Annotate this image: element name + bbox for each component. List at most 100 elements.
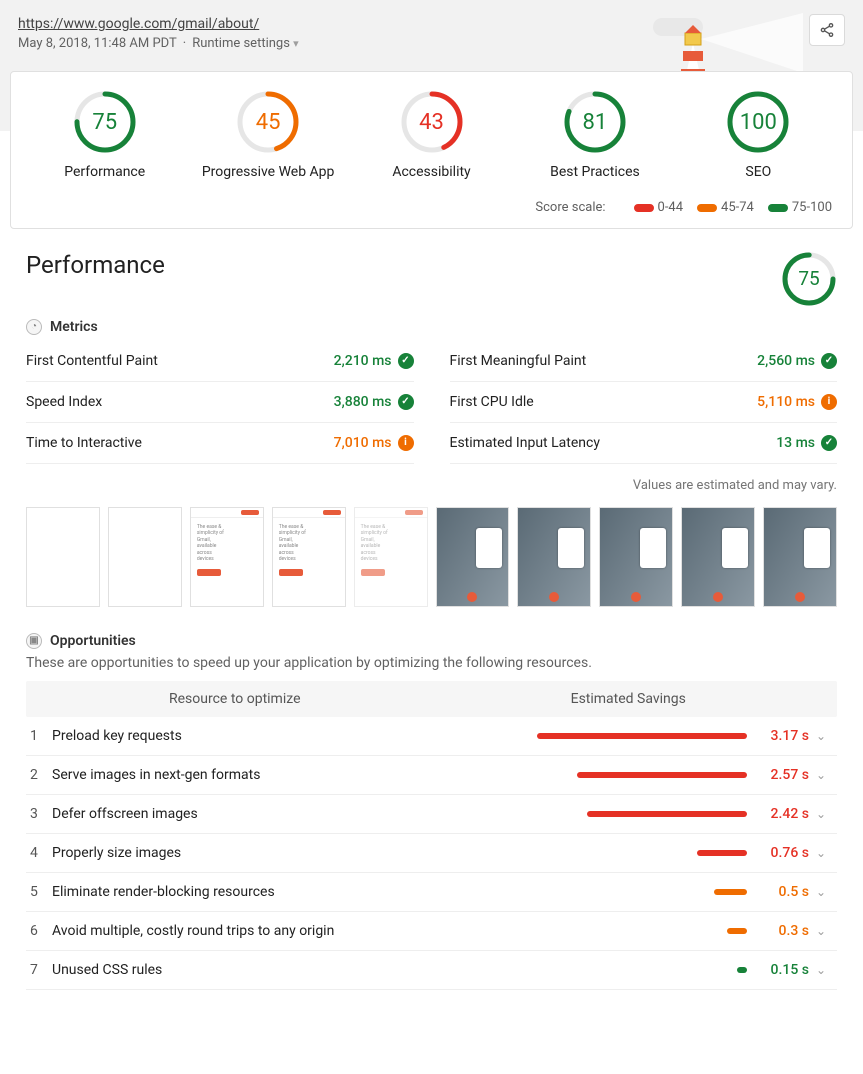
check-icon: ✓ [821, 435, 837, 451]
opportunity-savings: 0.3 s [747, 923, 809, 939]
filmstrip-frame [763, 507, 837, 607]
opportunity-row[interactable]: 6 Avoid multiple, costly round trips to … [26, 912, 837, 951]
scale-pill [768, 204, 788, 212]
category-scores-card: 75 Performance 45 Progressive Web App 43… [10, 71, 853, 229]
col-savings: Estimated Savings [432, 691, 826, 707]
opportunity-bar [517, 850, 747, 856]
score-best-practices[interactable]: 81 Best Practices [513, 90, 676, 180]
opportunity-savings: 0.5 s [747, 884, 809, 900]
score-label: SEO [677, 164, 840, 180]
metric-row[interactable]: Time to Interactive 7,010 ms i [26, 423, 414, 464]
metric-value: 7,010 ms i [334, 435, 414, 451]
score-label: Progressive Web App [186, 164, 349, 180]
share-button[interactable] [809, 14, 845, 46]
filmstrip-frame: The ease &simplicity ofGmail,availableac… [272, 507, 346, 607]
scale-item: 75-100 [768, 200, 832, 215]
opportunity-name: Eliminate render-blocking resources [52, 884, 517, 900]
opportunity-name: Properly size images [52, 845, 517, 861]
check-icon: ✓ [398, 353, 414, 369]
score-gauge: 100 [726, 90, 790, 154]
score-accessibility[interactable]: 43 Accessibility [350, 90, 513, 180]
share-icon [819, 22, 835, 38]
filmstrip-frame [436, 507, 510, 607]
opportunity-name: Defer offscreen images [52, 806, 517, 822]
opportunity-savings: 3.17 s [747, 728, 809, 744]
score-label: Performance [23, 164, 186, 180]
opportunity-name: Preload key requests [52, 728, 517, 744]
opportunity-index: 7 [30, 962, 52, 978]
metric-row[interactable]: First Contentful Paint 2,210 ms ✓ [26, 341, 414, 382]
metric-row[interactable]: Speed Index 3,880 ms ✓ [26, 382, 414, 423]
metrics-heading: ◔ Metrics [26, 319, 837, 335]
metric-row[interactable]: Estimated Input Latency 13 ms ✓ [450, 423, 838, 464]
info-icon: i [398, 435, 414, 451]
filmstrip-frame [599, 507, 673, 607]
chevron-down-icon: ⌄ [809, 963, 833, 977]
opportunity-savings: 2.42 s [747, 806, 809, 822]
score-label: Best Practices [513, 164, 676, 180]
opportunity-bar [517, 928, 747, 934]
runtime-settings-toggle[interactable]: Runtime settings ▾ [192, 36, 299, 51]
score-scale-label: Score scale: [535, 200, 605, 215]
metric-value: 5,110 ms i [757, 394, 837, 410]
opportunity-index: 1 [30, 728, 52, 744]
scale-pill [634, 204, 654, 212]
metric-value: 2,560 ms ✓ [757, 353, 837, 369]
opportunity-row[interactable]: 7 Unused CSS rules 0.15 s ⌄ [26, 951, 837, 990]
metric-name: Speed Index [26, 394, 102, 410]
col-resource: Resource to optimize [38, 691, 432, 707]
opportunity-row[interactable]: 4 Properly size images 0.76 s ⌄ [26, 834, 837, 873]
opportunity-row[interactable]: 5 Eliminate render-blocking resources 0.… [26, 873, 837, 912]
metric-name: Estimated Input Latency [450, 435, 600, 451]
opportunity-index: 6 [30, 923, 52, 939]
metric-value: 13 ms ✓ [776, 435, 837, 451]
opportunity-index: 4 [30, 845, 52, 861]
score-gauge: 75 [73, 90, 137, 154]
opportunity-index: 5 [30, 884, 52, 900]
chevron-down-icon: ⌄ [809, 924, 833, 938]
metric-name: First Meaningful Paint [450, 353, 587, 369]
opportunity-index: 2 [30, 767, 52, 783]
opportunity-row[interactable]: 1 Preload key requests 3.17 s ⌄ [26, 717, 837, 756]
opportunities-table-header: Resource to optimize Estimated Savings [26, 681, 837, 717]
filmstrip-frame [517, 507, 591, 607]
opportunity-savings: 0.15 s [747, 962, 809, 978]
chevron-down-icon: ▾ [293, 37, 299, 50]
scale-pill [697, 204, 717, 212]
chevron-down-icon: ⌄ [809, 729, 833, 743]
opportunity-bar [517, 967, 747, 973]
score-seo[interactable]: 100 SEO [677, 90, 840, 180]
opportunity-name: Unused CSS rules [52, 962, 517, 978]
metric-value: 3,880 ms ✓ [334, 394, 414, 410]
opportunities-icon: ▣ [26, 633, 42, 649]
chevron-down-icon: ⌄ [809, 768, 833, 782]
score-gauge: 43 [400, 90, 464, 154]
chevron-down-icon: ⌄ [809, 807, 833, 821]
opportunities-intro: These are opportunities to speed up your… [26, 655, 837, 671]
opportunity-row[interactable]: 3 Defer offscreen images 2.42 s ⌄ [26, 795, 837, 834]
opportunity-bar [517, 772, 747, 778]
score-progressive-web-app[interactable]: 45 Progressive Web App [186, 90, 349, 180]
check-icon: ✓ [821, 353, 837, 369]
metric-name: First CPU Idle [450, 394, 534, 410]
scale-item: 0-44 [634, 200, 684, 215]
opportunity-bar [517, 889, 747, 895]
metric-name: First Contentful Paint [26, 353, 158, 369]
metric-row[interactable]: First Meaningful Paint 2,560 ms ✓ [450, 341, 838, 382]
opportunity-savings: 0.76 s [747, 845, 809, 861]
chevron-down-icon: ⌄ [809, 885, 833, 899]
chevron-down-icon: ⌄ [809, 846, 833, 860]
filmstrip-frame: The ease &simplicity ofGmail,availableac… [354, 507, 428, 607]
estimate-note: Values are estimated and may vary. [26, 478, 837, 493]
scale-item: 45-74 [697, 200, 754, 215]
metric-name: Time to Interactive [26, 435, 142, 451]
score-performance[interactable]: 75 Performance [23, 90, 186, 180]
metric-row[interactable]: First CPU Idle 5,110 ms i [450, 382, 838, 423]
opportunity-name: Avoid multiple, costly round trips to an… [52, 923, 517, 939]
timestamp: May 8, 2018, 11:48 AM PDT [18, 36, 177, 51]
check-icon: ✓ [398, 394, 414, 410]
filmstrip-frame: The ease &simplicity ofGmail,availableac… [190, 507, 264, 607]
info-icon: i [821, 394, 837, 410]
score-gauge: 45 [236, 90, 300, 154]
opportunity-row[interactable]: 2 Serve images in next-gen formats 2.57 … [26, 756, 837, 795]
